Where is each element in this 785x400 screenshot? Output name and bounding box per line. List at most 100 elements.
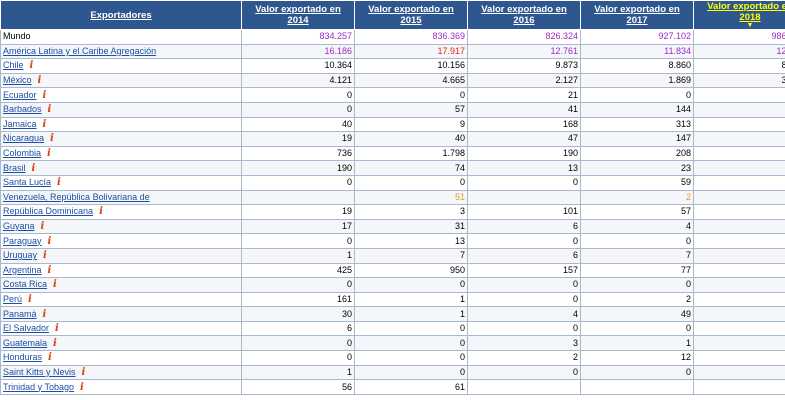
- info-icon[interactable]: i: [55, 323, 59, 335]
- exporter-link[interactable]: Trinidad y Tobago: [3, 381, 75, 392]
- exporter-link[interactable]: Perú: [3, 293, 23, 304]
- value-cell: 17: [241, 218, 355, 235]
- exporter-link[interactable]: Barbados: [3, 104, 42, 115]
- value-cell: 16.186: [241, 43, 355, 60]
- col-header-2014[interactable]: Valor exportado en 2014: [241, 0, 355, 30]
- info-icon[interactable]: i: [47, 148, 51, 160]
- value-cell: 0: [580, 87, 694, 103]
- col-header-2018[interactable]: Valor exportado en 2018 ▼: [693, 0, 785, 30]
- value-cell: 834.257: [241, 29, 355, 45]
- exporter-link[interactable]: Honduras: [3, 352, 43, 363]
- exporter-cell: Santa Lucía i: [0, 174, 242, 191]
- info-icon[interactable]: i: [57, 177, 61, 189]
- value-cell: 40: [354, 131, 468, 147]
- value-cell: 74: [354, 160, 468, 176]
- value-cell: 927.102: [580, 29, 694, 45]
- value-cell: 1: [693, 262, 785, 279]
- exporter-link[interactable]: Colombia: [3, 148, 42, 159]
- sort-link-2014[interactable]: Valor exportado en 2014: [255, 4, 341, 26]
- exporter-link[interactable]: Costa Rica: [3, 279, 48, 290]
- exporter-link[interactable]: Panamá: [3, 308, 37, 319]
- value-cell: 1: [580, 335, 694, 352]
- sort-link-2017[interactable]: Valor exportado en 2017: [594, 4, 680, 26]
- info-icon[interactable]: i: [53, 279, 57, 291]
- exporter-cell: Uruguay i: [0, 247, 242, 264]
- exporter-link[interactable]: México: [3, 75, 32, 86]
- value-cell: 3: [354, 204, 468, 220]
- info-icon[interactable]: i: [47, 235, 52, 247]
- exporter-link[interactable]: América Latina y el Caribe Agregación: [3, 45, 157, 56]
- table-row: Guyanai17316427: [0, 218, 785, 235]
- info-icon[interactable]: i: [81, 366, 86, 378]
- exporter-cell: México i: [0, 72, 242, 89]
- exporter-link[interactable]: Brasil: [3, 162, 26, 173]
- value-cell: 0: [693, 320, 785, 337]
- value-cell: 1: [354, 291, 468, 308]
- table-row: Perúi1611021: [0, 291, 785, 308]
- col-header-exportadores[interactable]: Exportadores: [0, 0, 242, 30]
- value-cell: 0: [354, 320, 468, 337]
- value-cell: 19: [241, 204, 355, 220]
- info-icon[interactable]: i: [42, 118, 47, 130]
- info-icon[interactable]: i: [47, 104, 52, 116]
- value-cell: 2: [467, 350, 581, 366]
- exporter-link[interactable]: Saint Kitts y Nevis: [3, 366, 76, 377]
- exporter-link[interactable]: Venezuela, República Bolivariana de: [3, 191, 150, 202]
- exporter-link[interactable]: Paraguay: [3, 235, 42, 246]
- info-icon[interactable]: i: [80, 381, 84, 393]
- value-cell: 19: [241, 131, 355, 147]
- info-icon[interactable]: i: [47, 264, 52, 276]
- exporter-link[interactable]: Ecuador: [3, 89, 37, 100]
- value-cell: 0: [354, 277, 468, 293]
- exporter-link[interactable]: Guatemala: [3, 337, 48, 348]
- exporter-link[interactable]: Nicaragua: [3, 133, 45, 144]
- sort-link-2016[interactable]: Valor exportado en 2016: [481, 4, 567, 26]
- info-icon[interactable]: i: [42, 308, 47, 320]
- info-icon[interactable]: i: [50, 133, 54, 145]
- sort-link-2015[interactable]: Valor exportado en 2015: [368, 4, 454, 26]
- value-cell: 144: [580, 101, 694, 118]
- value-cell: [693, 350, 785, 366]
- info-icon[interactable]: i: [42, 89, 47, 101]
- col-header-2015[interactable]: Valor exportado en 2015: [354, 0, 468, 30]
- value-cell: 10.364: [241, 58, 355, 74]
- info-icon[interactable]: i: [31, 162, 36, 174]
- table-row: Ecuadori00210196: [0, 87, 785, 103]
- info-icon[interactable]: i: [48, 352, 52, 364]
- value-cell: 157: [467, 262, 581, 279]
- value-cell: 950: [354, 262, 468, 279]
- exporter-link[interactable]: Argentina: [3, 264, 42, 275]
- col-header-2017[interactable]: Valor exportado en 2017: [580, 0, 694, 30]
- info-icon[interactable]: i: [40, 221, 45, 233]
- table-body: Mundo 834.257836.369826.324927.102986.539…: [0, 29, 785, 395]
- exporter-link[interactable]: República Dominicana: [3, 206, 94, 217]
- sort-link-2018[interactable]: Valor exportado en 2018: [707, 1, 785, 23]
- exporter-link[interactable]: Uruguay: [3, 250, 38, 261]
- value-cell: 2.127: [467, 72, 581, 89]
- info-icon[interactable]: i: [99, 206, 103, 218]
- info-icon[interactable]: i: [53, 337, 57, 349]
- exporter-label: Mundo: [3, 31, 31, 42]
- exporter-link[interactable]: Guyana: [3, 221, 35, 232]
- value-cell: 2: [580, 189, 694, 206]
- info-icon[interactable]: i: [28, 293, 32, 305]
- col-header-2016[interactable]: Valor exportado en 2016: [467, 0, 581, 30]
- value-cell: 0: [467, 174, 581, 191]
- value-cell: 33: [693, 174, 785, 191]
- value-cell: 190: [467, 145, 581, 162]
- info-icon[interactable]: i: [37, 75, 42, 87]
- info-icon[interactable]: i: [29, 60, 34, 72]
- exporter-link[interactable]: Santa Lucía: [3, 177, 52, 188]
- exporter-link[interactable]: Chile: [3, 60, 24, 71]
- exporter-link[interactable]: El Salvador: [3, 323, 50, 334]
- value-cell: 0: [241, 101, 355, 118]
- exporter-link[interactable]: Jamaica: [3, 118, 37, 129]
- value-cell: 77: [580, 262, 694, 279]
- value-cell: 12.761: [467, 43, 581, 60]
- exporter-cell: Jamaica i: [0, 116, 242, 133]
- value-cell: 826.324: [467, 29, 581, 45]
- sort-link-exportadores[interactable]: Exportadores: [90, 9, 152, 21]
- info-icon[interactable]: i: [43, 250, 47, 262]
- value-cell: 0: [354, 87, 468, 103]
